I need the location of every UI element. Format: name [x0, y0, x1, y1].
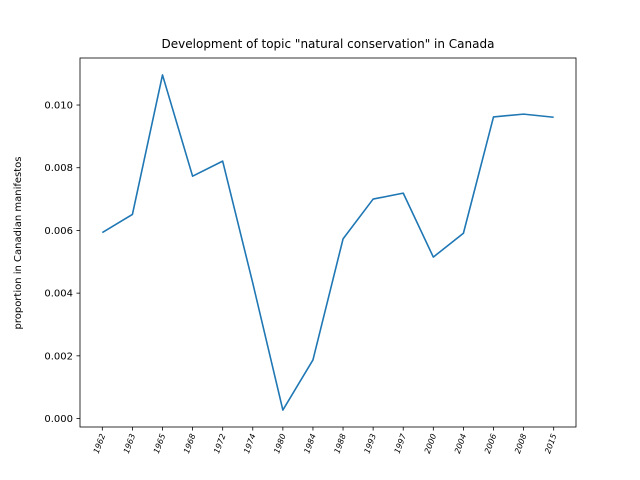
x-tick-label-14: 2008	[513, 433, 528, 455]
series-line-0	[101, 74, 554, 411]
x-tick-label-3: 1968	[182, 433, 197, 455]
y-axis-label: proportion in Canadian manifestos	[13, 156, 24, 329]
x-tick-label-2: 1965	[152, 433, 167, 455]
y-tick-label-0: 0.000	[44, 414, 73, 425]
x-tick-label-12: 2004	[453, 433, 468, 455]
x-tick-label-15: 2015	[543, 433, 558, 455]
x-tick-label-0: 1962	[92, 433, 107, 455]
x-tick-label-10: 1997	[393, 432, 409, 455]
x-tick-label-1: 1963	[122, 433, 137, 455]
x-tick-label-7: 1984	[302, 433, 317, 455]
y-tick-label-1: 0.002	[44, 351, 73, 362]
x-tick-label-13: 2006	[483, 433, 498, 455]
y-tick-label-5: 0.010	[44, 101, 73, 112]
x-tick-label-5: 1974	[242, 433, 257, 455]
x-tick-label-11: 2000	[423, 433, 438, 455]
x-tick-label-9: 1993	[363, 433, 378, 455]
y-tick-label-3: 0.006	[44, 226, 73, 237]
x-tick-label-6: 1980	[272, 433, 287, 455]
plot-frame	[79, 57, 577, 428]
chart-title: Development of topic "natural conservati…	[162, 37, 495, 51]
x-tick-label-8: 1988	[333, 433, 348, 455]
plot-area: 0.000 0.002 0.004 0.006 0.008 0.010 1962 1963 19…	[44, 57, 577, 455]
y-tick-label-2: 0.004	[44, 289, 73, 300]
x-tick-label-4: 1972	[212, 433, 227, 455]
y-tick-label-4: 0.008	[44, 163, 73, 174]
